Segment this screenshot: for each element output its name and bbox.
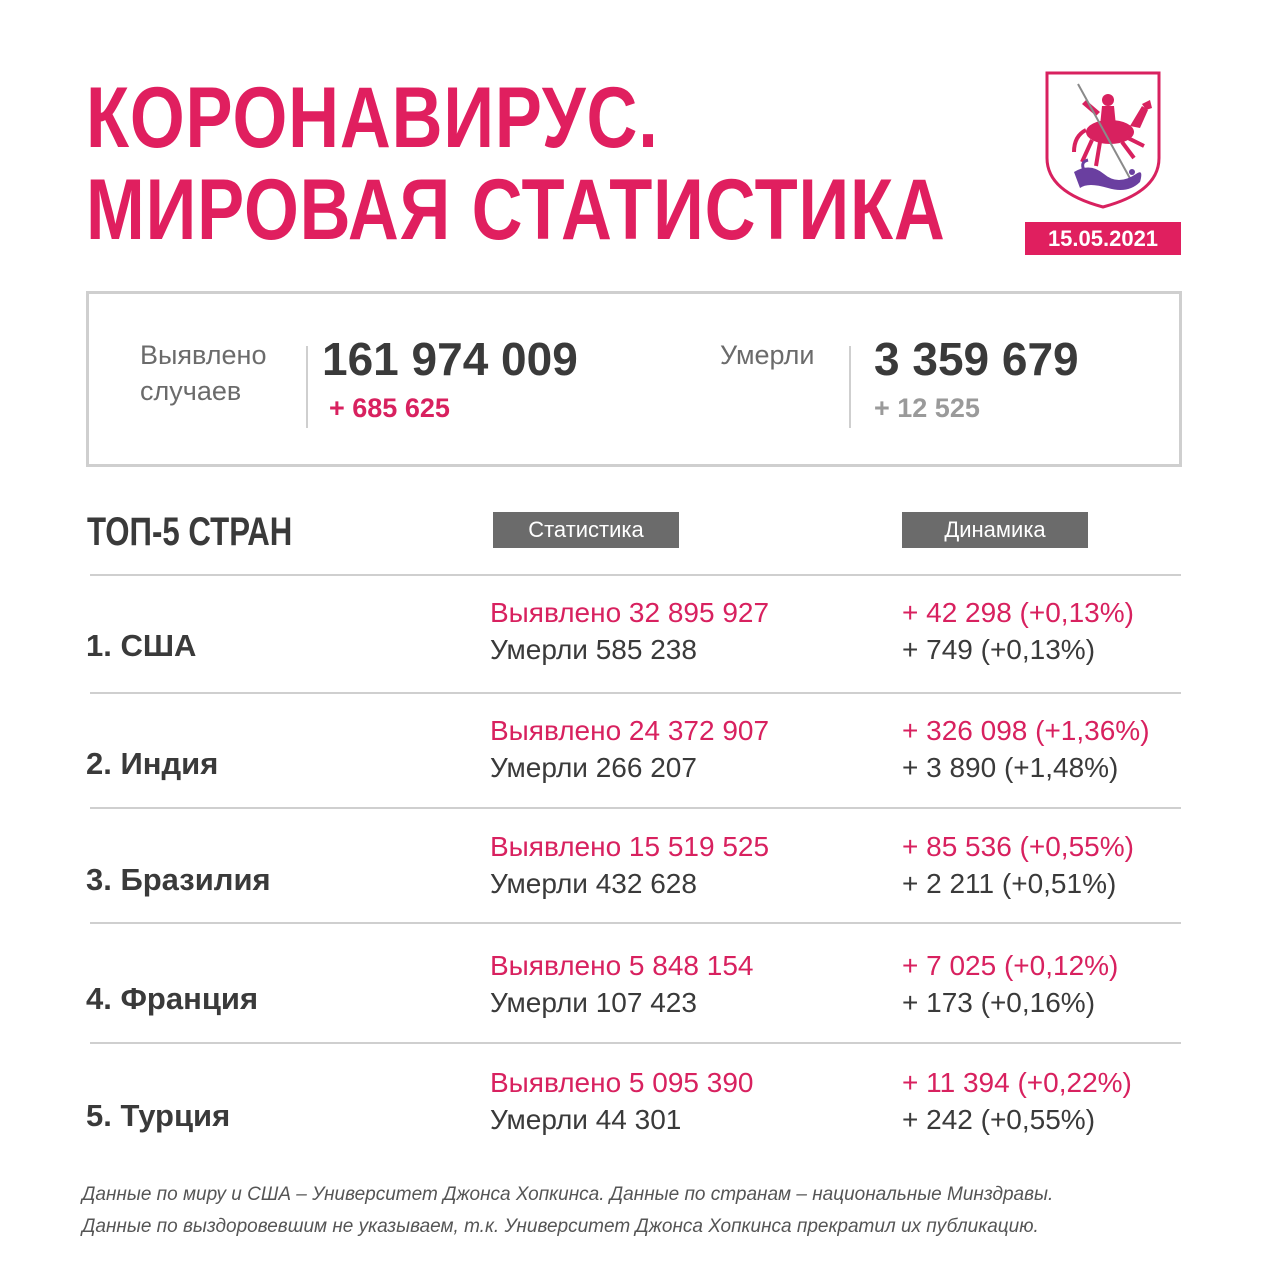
footnote-sources: Данные по миру и США – Университет Джонс…: [82, 1184, 1054, 1205]
country-cases: Выявлено 24 372 907: [490, 715, 770, 746]
country-deaths-delta: + 242 (+0,55%): [902, 1104, 1096, 1135]
country-deaths: Умерли 44 301: [490, 1104, 682, 1135]
country-deaths-delta: + 2 211 (+0,51%): [902, 868, 1117, 899]
cases-label-line-2: случаев: [140, 376, 242, 406]
divider: [90, 574, 1181, 576]
title-line-2: МИРОВАЯ СТАТИСТИКА: [86, 162, 946, 258]
country-deaths-delta: + 749 (+0,13%): [902, 634, 1096, 665]
country-cases: Выявлено 32 895 927: [490, 597, 770, 628]
column-header-statistics: Статистика: [493, 512, 679, 548]
country-row: 5. Турция Выявлено 5 095 390 Умерли 44 3…: [0, 1064, 1280, 1179]
country-name: 4. Франция: [86, 981, 259, 1016]
page-title: КОРОНАВИРУС. МИРОВАЯ СТАТИСТИКА: [86, 70, 946, 258]
country-row: 4. Франция Выявлено 5 848 154 Умерли 107…: [0, 947, 1280, 1062]
country-cases-delta: + 11 394 (+0,22%): [902, 1067, 1132, 1098]
footnote-recovered: Данные по выздоровевшим не указываем, т.…: [82, 1216, 1039, 1237]
title-line-1: КОРОНАВИРУС.: [86, 70, 659, 166]
country-deaths: Умерли 432 628: [490, 868, 697, 899]
country-name: 5. Турция: [86, 1098, 231, 1133]
country-deaths-delta: + 173 (+0,16%): [902, 987, 1096, 1018]
divider: [90, 807, 1181, 809]
deaths-label: Умерли: [720, 340, 815, 370]
country-cases: Выявлено 15 519 525: [490, 831, 770, 862]
divider: [90, 692, 1181, 694]
world-cases-value: 161 974 009: [322, 333, 578, 385]
country-deaths: Умерли 266 207: [490, 752, 697, 783]
country-cases-delta: + 42 298 (+0,13%): [902, 597, 1134, 628]
country-name: 1. США: [86, 628, 197, 663]
country-row: 2. Индия Выявлено 24 372 907 Умерли 266 …: [0, 712, 1280, 827]
moscow-coat-of-arms-icon: [1045, 71, 1161, 209]
country-deaths-delta: + 3 890 (+1,48%): [902, 752, 1119, 783]
country-cases-delta: + 85 536 (+0,55%): [902, 831, 1134, 862]
country-deaths: Умерли 107 423: [490, 987, 697, 1018]
country-name: 2. Индия: [86, 746, 219, 781]
date-badge: 15.05.2021: [1025, 222, 1181, 255]
country-cases: Выявлено 5 848 154: [490, 950, 754, 981]
country-row: 3. Бразилия Выявлено 15 519 525 Умерли 4…: [0, 828, 1280, 943]
cases-label-line-1: Выявлено: [140, 340, 267, 370]
world-summary-box: Выявлено случаев 161 974 009 + 685 625 У…: [86, 291, 1182, 467]
divider: [306, 346, 308, 428]
country-deaths: Умерли 585 238: [490, 634, 697, 665]
country-cases: Выявлено 5 095 390: [490, 1067, 754, 1098]
country-name: 3. Бразилия: [86, 862, 271, 897]
world-deaths-delta: + 12 525: [874, 393, 980, 423]
column-header-dynamics: Динамика: [902, 512, 1088, 548]
country-row: 1. США Выявлено 32 895 927 Умерли 585 23…: [0, 594, 1280, 709]
world-deaths-value: 3 359 679: [874, 333, 1079, 385]
divider: [90, 1042, 1181, 1044]
world-cases-delta: + 685 625: [329, 393, 450, 423]
divider: [849, 346, 851, 428]
country-cases-delta: + 7 025 (+0,12%): [902, 950, 1119, 981]
divider: [90, 922, 1181, 924]
top5-title: ТОП-5 СТРАН: [87, 510, 293, 554]
country-cases-delta: + 326 098 (+1,36%): [902, 715, 1150, 746]
